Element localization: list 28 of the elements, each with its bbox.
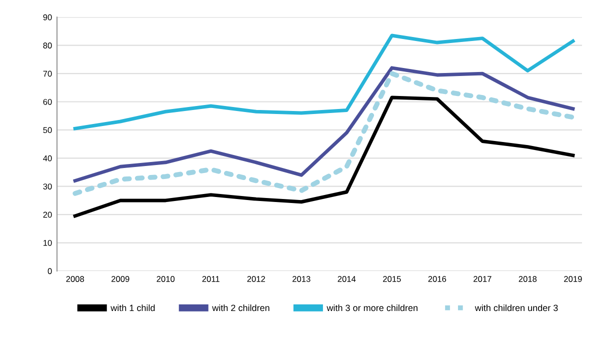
x-tick-label: 2008 [66, 276, 84, 282]
x-tick-label: 2009 [112, 276, 130, 282]
line-series [73, 96, 575, 218]
x-tick-label: 2018 [518, 276, 537, 282]
x-tick-label: 2015 [383, 276, 401, 282]
x-tick-label: 2010 [156, 276, 175, 282]
legend-label: with 1 child [110, 304, 155, 312]
y-tick-label: 70 [43, 70, 52, 77]
x-tick-label: 2012 [247, 276, 265, 282]
line-series [73, 34, 575, 130]
y-tick-label: 60 [43, 98, 52, 105]
x-tick-label: 2019 [564, 276, 582, 282]
x-tick-label: 2017 [474, 276, 492, 282]
y-tick-label: 90 [43, 14, 52, 20]
y-tick-label: 20 [43, 212, 52, 218]
legend-label: with 3 or more children [326, 304, 418, 312]
x-tick-label: 2014 [338, 276, 356, 282]
y-tick-label: 80 [43, 42, 52, 48]
legend-label: with children under 3 [474, 304, 558, 312]
x-tick-label: 2016 [428, 276, 446, 282]
y-tick-label: 40 [43, 155, 52, 162]
legend-label: with 2 children [212, 304, 270, 312]
y-tick-label: 30 [43, 184, 52, 190]
y-tick-label: 10 [44, 240, 52, 246]
x-tick-label: 2011 [202, 276, 220, 282]
y-tick-label: 50 [43, 127, 52, 134]
y-tick-label: 0 [48, 268, 52, 274]
x-tick-label: 2013 [292, 276, 310, 282]
